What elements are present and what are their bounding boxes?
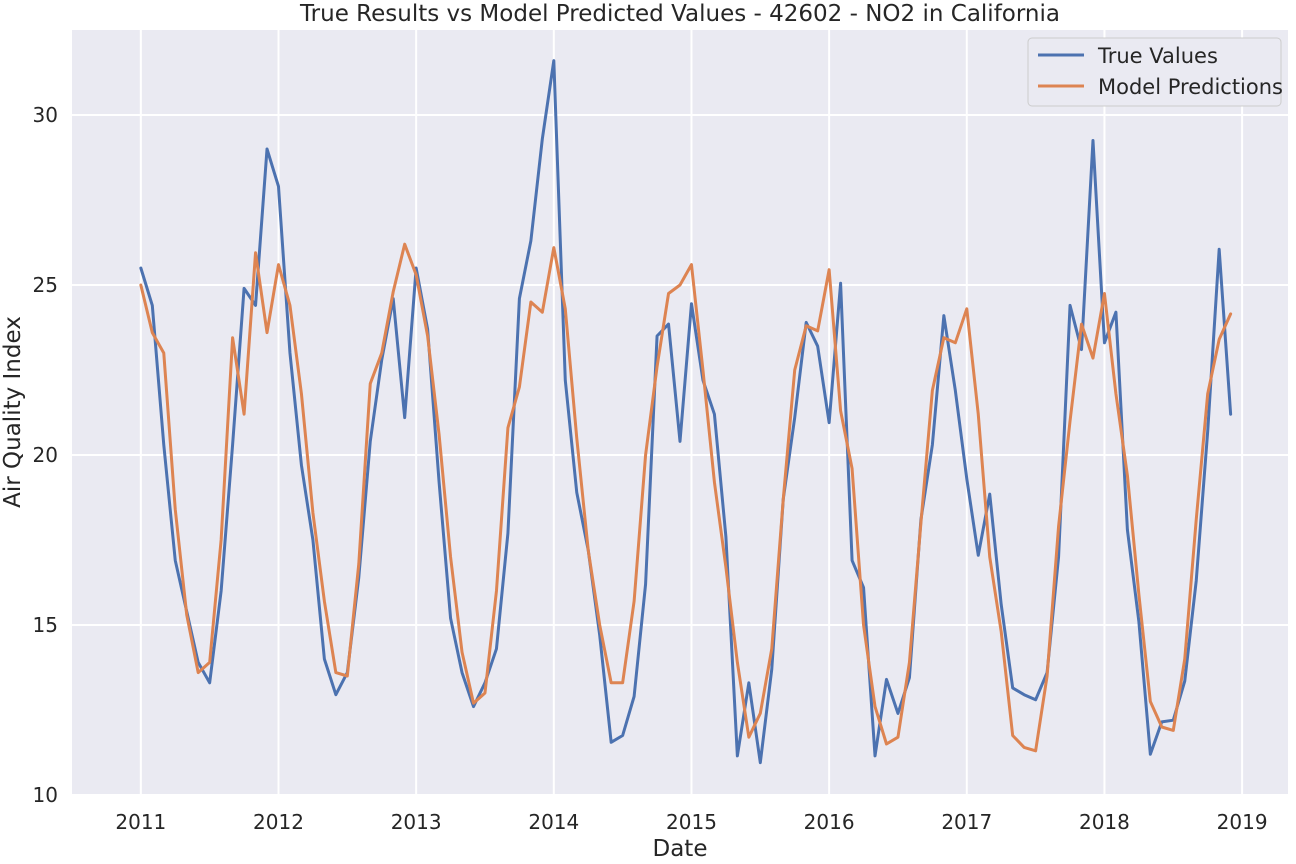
y-tick-label: 20 [33, 443, 58, 467]
x-tick-label: 2015 [666, 810, 717, 834]
x-axis-ticks: 2011 2012 2013 2014 2015 2016 2017 2018 2019 [115, 810, 1267, 834]
x-tick-label: 2018 [1079, 810, 1130, 834]
y-tick-label: 10 [33, 783, 58, 807]
series-line-model-predictions [139, 242, 1233, 753]
legend-box [1027, 37, 1282, 107]
legend-label-true-values: True Values [1097, 44, 1218, 68]
y-tick-label: 30 [33, 103, 58, 127]
x-tick-label: 2013 [391, 810, 442, 834]
plot-area [72, 30, 1288, 795]
y-tick-label: 25 [33, 273, 58, 297]
chart-title: True Results vs Model Predicted Values -… [299, 1, 1060, 27]
legend-label-model-predictions: Model Predictions [1098, 75, 1283, 99]
x-tick-label: 2019 [1217, 810, 1268, 834]
x-tick-label: 2011 [115, 810, 166, 834]
x-tick-label: 2012 [253, 810, 304, 834]
y-tick-label: 15 [33, 613, 58, 637]
series-layer [139, 59, 1233, 765]
x-tick-label: 2017 [941, 810, 992, 834]
x-tick-label: 2014 [528, 810, 579, 834]
x-tick-label: 2016 [804, 810, 855, 834]
y-axis-label: Air Quality Index [0, 316, 26, 508]
x-axis-label: Date [653, 836, 708, 862]
y-axis-ticks: 10 15 20 25 30 [33, 103, 58, 807]
legend: True Values Model Predictions [1027, 37, 1283, 107]
